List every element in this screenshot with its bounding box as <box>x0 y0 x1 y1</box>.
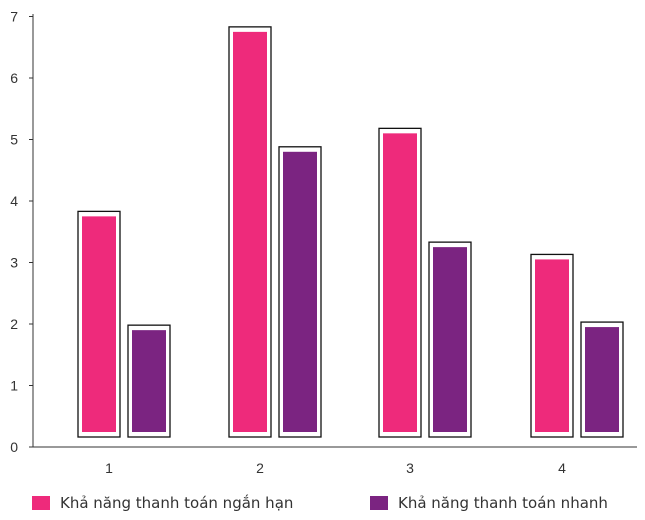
x-tick-label: 3 <box>406 460 414 476</box>
y-tick-label: 3 <box>10 255 18 271</box>
y-tick-label: 2 <box>10 316 18 332</box>
legend-swatch-series-1 <box>32 496 50 510</box>
bar-2-4 <box>585 327 619 432</box>
bar-2-2 <box>283 151 317 433</box>
legend: Khả năng thanh toán ngắn hạn Khả năng th… <box>0 494 645 518</box>
axes <box>32 14 637 448</box>
legend-label-series-2: Khả năng thanh toán nhanh <box>398 494 608 512</box>
bar-1-4 <box>535 259 569 432</box>
y-tick-label: 6 <box>10 70 18 86</box>
x-tick-label: 1 <box>105 460 113 476</box>
x-tick-label: 2 <box>256 460 264 476</box>
bars <box>77 26 624 438</box>
bar-chart-plot: 0 1 2 3 4 5 6 7 1 2 3 4 <box>10 9 637 476</box>
bar-1-2 <box>233 31 267 432</box>
y-axis-ticks: 0 1 2 3 4 5 6 7 <box>10 9 33 455</box>
bar-2-1 <box>132 330 166 432</box>
bar-2-3 <box>433 247 467 432</box>
legend-item-series-1: Khả năng thanh toán ngắn hạn <box>32 494 293 512</box>
y-tick-label: 0 <box>10 439 18 455</box>
y-tick-label: 5 <box>10 132 18 148</box>
x-axis-ticks: 1 2 3 4 <box>105 460 566 476</box>
legend-label-series-1: Khả năng thanh toán ngắn hạn <box>60 494 294 512</box>
legend-item-series-2: Khả năng thanh toán nhanh <box>370 494 608 512</box>
y-tick-label: 7 <box>10 9 18 25</box>
legend-swatch-series-2 <box>370 496 388 510</box>
y-tick-label: 1 <box>10 378 18 394</box>
x-tick-label: 4 <box>558 460 566 476</box>
bar-1-3 <box>383 133 417 432</box>
y-tick-label: 4 <box>10 193 18 209</box>
bar-1-1 <box>82 216 116 432</box>
